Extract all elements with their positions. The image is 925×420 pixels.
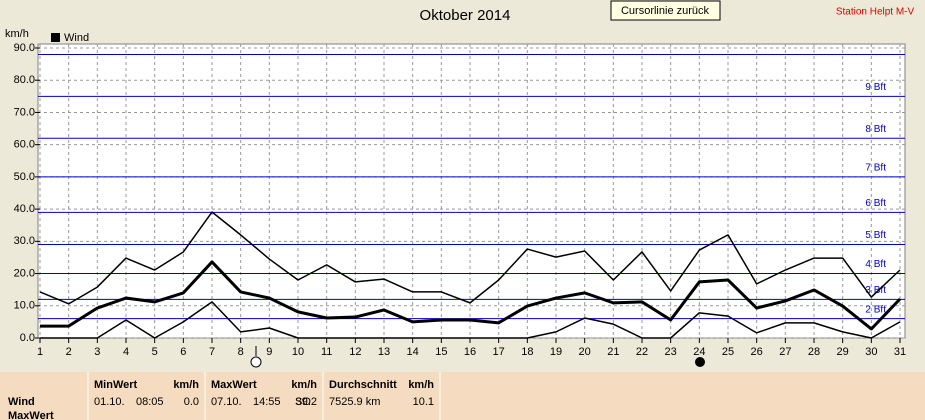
- stats-header: MaxWert: [211, 379, 257, 391]
- x-tick-label: 12: [349, 346, 361, 358]
- series-line: [39, 211, 901, 305]
- beaufort-label: 7 Bft: [865, 163, 886, 174]
- x-tick-label: 30: [865, 346, 877, 358]
- stats-header: MinWert: [94, 379, 138, 391]
- y-tick-label: 10.0: [14, 300, 35, 312]
- stats-cell: 39.2: [296, 396, 317, 408]
- stats-unit: km/h: [173, 379, 199, 391]
- x-tick-label: 28: [808, 346, 820, 358]
- chart-title: Oktober 2014: [420, 7, 511, 24]
- plot-area: [37, 43, 906, 339]
- x-tick-label: 6: [180, 346, 186, 358]
- x-tick-label: 25: [722, 346, 734, 358]
- x-tick-label: 8: [238, 346, 244, 358]
- beaufort-label: 5 Bft: [865, 230, 886, 241]
- new-moon-icon: [695, 357, 705, 367]
- series-line: [40, 301, 901, 339]
- station-label: Station Helpt M-V: [836, 7, 915, 18]
- x-tick-label: 18: [521, 346, 533, 358]
- x-tick-label: 14: [407, 346, 419, 358]
- button[interactable]: [610, 0, 721, 21]
- stats-cell: 14:55: [253, 396, 281, 408]
- y-axis-label: km/h: [5, 28, 29, 40]
- x-tick-label: 24: [693, 346, 705, 358]
- beaufort-label: 3 Bft: [865, 285, 886, 296]
- series-line: [40, 260, 902, 331]
- x-tick-label: 20: [579, 346, 591, 358]
- stats-cell: 0.0: [184, 396, 199, 408]
- x-tick-label: 17: [493, 346, 505, 358]
- stats-header: Durchschnitt: [329, 379, 397, 391]
- button-label[interactable]: Cursorlinie zurück: [621, 5, 710, 17]
- stats-row-label: Wind: [8, 396, 35, 408]
- stats-cell: 07.10.: [211, 396, 242, 408]
- stats-panel: [0, 372, 925, 420]
- x-tick-label: 9: [266, 346, 272, 358]
- stats-cell: 10.1: [413, 396, 434, 408]
- x-tick-label: 1: [37, 346, 43, 358]
- legend-swatch: [51, 33, 60, 42]
- x-tick-label: 21: [607, 346, 619, 358]
- stats-row-label: MaxWert: [8, 410, 54, 420]
- x-tick-label: 19: [550, 346, 562, 358]
- y-tick-label: 60.0: [14, 139, 35, 151]
- x-tick-label: 27: [779, 346, 791, 358]
- x-tick-label: 7: [209, 346, 215, 358]
- x-tick-label: 11: [321, 346, 332, 358]
- x-tick-label: 10: [292, 346, 304, 358]
- legend-label: Wind: [64, 32, 89, 44]
- stats-cell: 7525.9 km: [329, 396, 380, 408]
- y-tick-label: 20.0: [14, 267, 35, 279]
- beaufort-label: 2 Bft: [865, 304, 886, 315]
- beaufort-label: 9 Bft: [865, 82, 886, 93]
- y-tick-label: 90.0: [14, 42, 35, 54]
- beaufort-label: 6 Bft: [865, 198, 886, 209]
- x-tick-label: 29: [837, 346, 849, 358]
- x-tick-label: 16: [464, 346, 476, 358]
- beaufort-label: 8 Bft: [865, 124, 886, 135]
- beaufort-label: 4 Bft: [865, 259, 886, 270]
- y-tick-label: 80.0: [14, 74, 35, 86]
- y-tick-label: 30.0: [14, 235, 35, 247]
- x-tick-label: 5: [152, 346, 158, 358]
- x-tick-label: 2: [66, 346, 72, 358]
- stats-unit: km/h: [291, 379, 317, 391]
- x-tick-label: 13: [378, 346, 390, 358]
- y-tick-label: 40.0: [14, 203, 35, 215]
- x-tick-label: 23: [665, 346, 677, 358]
- x-tick-label: 15: [435, 346, 447, 358]
- stats-cell: 01.10.: [94, 396, 125, 408]
- full-moon-icon: [250, 356, 262, 368]
- stats-table: Wind MaxWert MinWert km/h 01.10. 08:05 0.0 MaxW…: [8, 372, 441, 420]
- x-tick-label: 31: [894, 346, 906, 358]
- stats-cell: 08:05: [136, 396, 164, 408]
- x-tick-label: 26: [751, 346, 763, 358]
- x-tick-label: 22: [636, 346, 648, 358]
- stats-unit: km/h: [408, 379, 434, 391]
- x-tick-label: 4: [123, 346, 129, 358]
- x-tick-label: 3: [94, 346, 100, 358]
- y-tick-label: 50.0: [14, 171, 35, 183]
- y-tick-label: 70.0: [14, 106, 35, 118]
- stats-cell: SO: [295, 396, 311, 408]
- y-tick-label: 0.0: [20, 332, 35, 344]
